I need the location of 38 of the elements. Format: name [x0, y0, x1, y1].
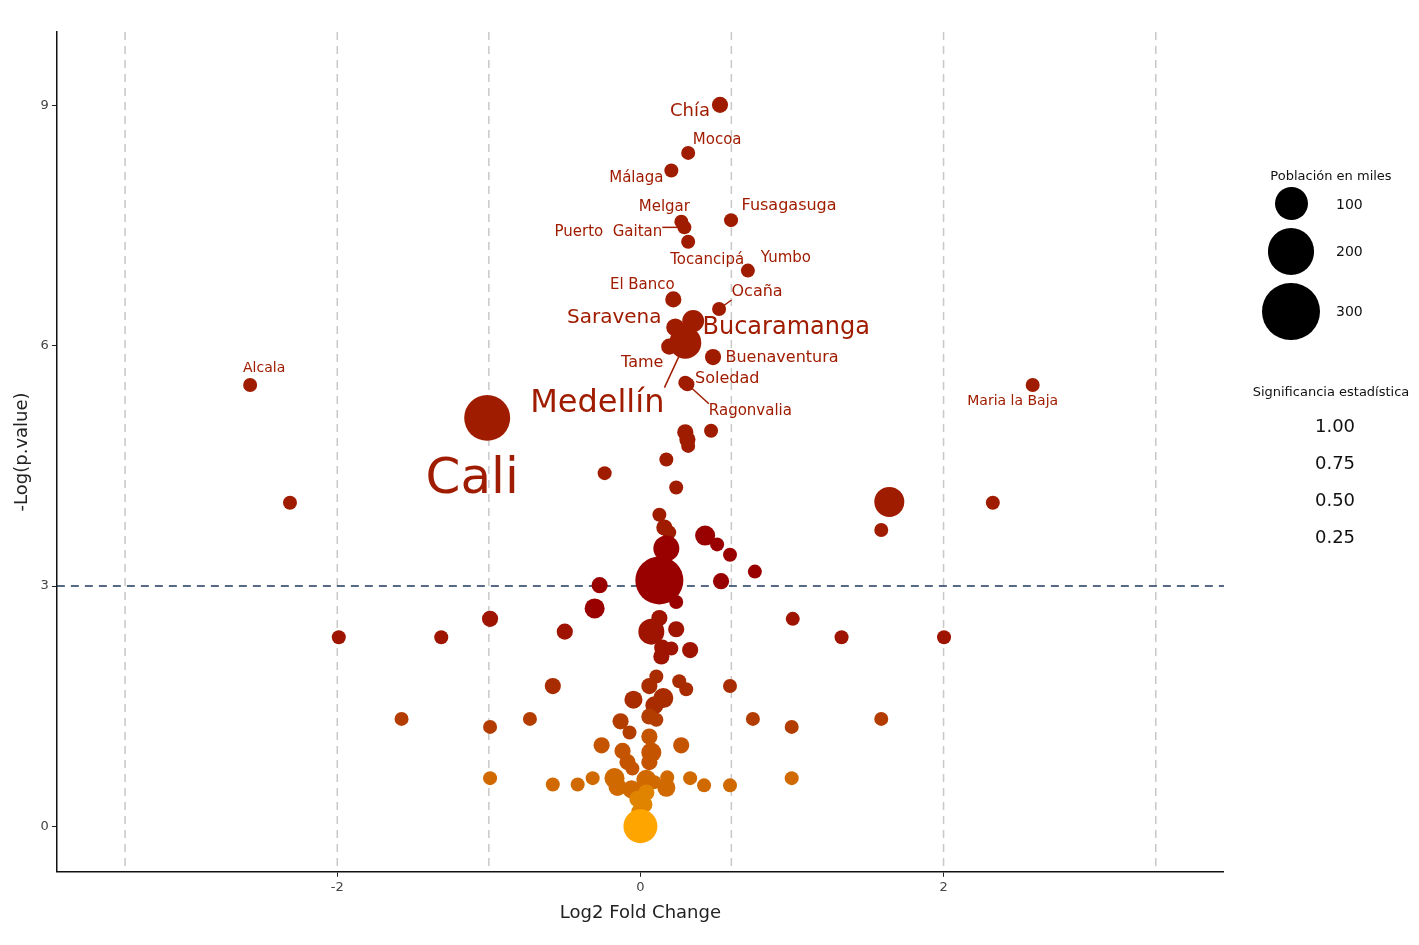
annotation: Fusagasuga [741, 195, 837, 215]
x-tick-label: 2 [939, 878, 948, 894]
x-tick-label: -2 [330, 878, 344, 894]
annotation: Puerto Gaitan [554, 222, 663, 241]
y-tick-label: 6 [40, 337, 49, 353]
x-tick-label: 0 [636, 878, 645, 894]
legend-title: Población en miles [1269, 168, 1393, 183]
annotation: Soledad [695, 367, 760, 387]
annotation: Mocoa [692, 129, 742, 148]
legend-label: 200 [1336, 243, 1363, 260]
y-tick-label: 0 [40, 817, 49, 833]
annotation: El Banco [609, 275, 675, 294]
annotation: Tame [620, 351, 664, 371]
annotation: Chía [669, 98, 711, 120]
annotation: Maria la Baja [967, 391, 1059, 408]
annotation: Tocancipá [669, 249, 745, 268]
annotation: Málaga [609, 168, 664, 187]
x-axis-title: Log2 Fold Change [559, 900, 721, 922]
annotation: Ragonvalia [708, 401, 792, 420]
text: 0.25 [1313, 525, 1357, 547]
text: Significancia estadística [1251, 383, 1411, 399]
y-axis-title: -Log(p.value) [10, 392, 32, 512]
annotation: Medellín [530, 381, 665, 420]
y-tick-label: 3 [40, 577, 49, 593]
y-tick-label: 9 [40, 97, 49, 113]
legend-label: 100 [1336, 195, 1363, 212]
annotation: Alcala [243, 358, 286, 375]
text: 1.00 [1313, 414, 1357, 436]
annotation: Ocaña [731, 281, 783, 301]
annotation: Bucaramanga [702, 312, 870, 341]
legend-label: 300 [1336, 303, 1363, 320]
annotation: Yumbo [759, 248, 812, 267]
annotation: Saravena [567, 303, 662, 328]
annotation: Melgar [638, 196, 691, 215]
annotation: Cali [425, 446, 519, 505]
annotation: Buenaventura [725, 347, 839, 367]
text: 0.75 [1313, 451, 1357, 473]
text: 0.50 [1313, 488, 1357, 510]
